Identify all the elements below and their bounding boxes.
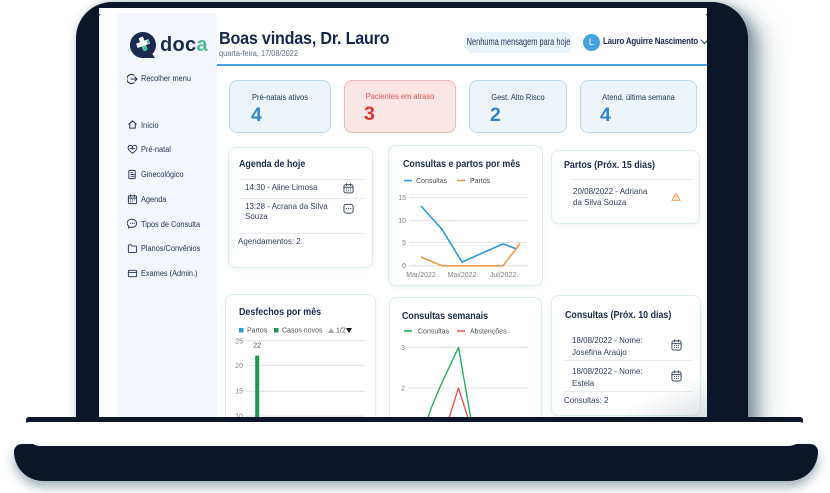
svg-text:20: 20: [235, 363, 243, 370]
svg-text:Abstenções: Abstenções: [470, 329, 507, 336]
svg-text:15: 15: [398, 195, 406, 202]
svg-text:10: 10: [398, 218, 406, 225]
svg-text:Mar/2022: Mar/2022: [406, 272, 436, 279]
svg-text:25: 25: [235, 338, 243, 345]
svg-text:1/2: 1/2: [336, 328, 346, 335]
svg-text:Partos: Partos: [470, 178, 491, 185]
svg-text:5: 5: [402, 240, 406, 247]
svg-text:2: 2: [401, 386, 405, 393]
svg-text:Consultas: Consultas: [416, 178, 448, 185]
svg-text:Mai/2022: Mai/2022: [448, 272, 477, 279]
svg-text:15: 15: [235, 389, 243, 396]
svg-text:22: 22: [253, 343, 261, 350]
svg-text:0: 0: [402, 263, 406, 270]
svg-text:3: 3: [401, 345, 405, 352]
svg-text:Casos novos: Casos novos: [282, 328, 323, 335]
svg-text:Consultas: Consultas: [418, 329, 450, 336]
svg-text:Partos: Partos: [247, 328, 268, 335]
svg-text:Jul/2022: Jul/2022: [490, 272, 517, 279]
